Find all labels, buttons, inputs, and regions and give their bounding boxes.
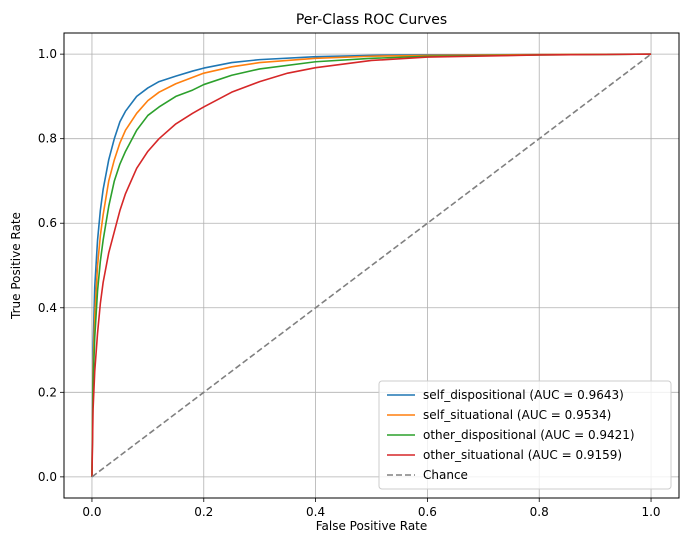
series-lines [91, 53, 652, 478]
x-tick-label-3: 0.6 [418, 505, 437, 519]
plot-frame [63, 32, 680, 499]
x-tick-label-1: 0.2 [194, 505, 213, 519]
x-tick-label-4: 0.8 [530, 505, 549, 519]
legend-entry-3: other_situational (AUC = 0.9159) [423, 448, 622, 462]
legend-entry-2: other_dispositional (AUC = 0.9421) [423, 428, 635, 442]
y-axis-label: True Positive Rate [9, 212, 23, 320]
legend-entry-4: Chance [423, 468, 468, 482]
y-tick-label-0: 0.0 [38, 470, 57, 484]
y-tick-label-3: 0.6 [38, 216, 57, 230]
series-line-3 [91, 53, 652, 477]
series-line-1 [91, 53, 652, 477]
axis-ticks: 0.0 0.2 0.4 0.6 0.8 1.0 0.0 0.2 0.4 0.6 0.8 1.0 [38, 47, 661, 519]
series-line-0 [91, 53, 652, 477]
grid-lines [64, 33, 679, 498]
series-line-2 [91, 53, 652, 477]
x-tick-label-2: 0.4 [306, 505, 325, 519]
legend-box [378, 380, 672, 490]
y-tick-label-1: 0.2 [38, 385, 57, 399]
x-axis-label: False Positive Rate [316, 519, 428, 533]
legend-entry-0: self_dispositional (AUC = 0.9643) [423, 388, 624, 402]
legend-entry-1: self_situational (AUC = 0.9534) [423, 408, 611, 422]
y-tick-label-4: 0.8 [38, 132, 57, 146]
x-tick-label-5: 1.0 [641, 505, 660, 519]
y-tick-label-2: 0.4 [38, 301, 57, 315]
chart-title: Per-Class ROC Curves [296, 12, 447, 28]
x-tick-label-0: 0.0 [82, 505, 101, 519]
y-tick-label-5: 1.0 [38, 47, 57, 61]
legend: self_dispositional (AUC = 0.9643) self_si… [378, 380, 672, 490]
